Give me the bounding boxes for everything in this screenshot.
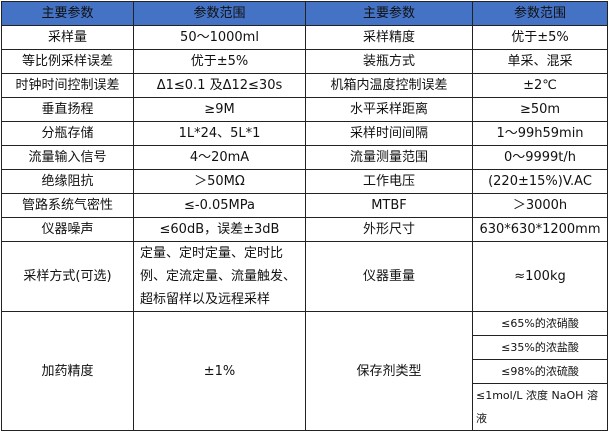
header-cell: 主要参数 [305, 1, 473, 26]
table-cell: 单采、混采 [472, 49, 608, 74]
table-cell: 装瓶方式 [305, 49, 473, 74]
table-cell: 1～99h59min [472, 121, 608, 146]
table-row: 绝缘阻抗 ＞50MΩ 工作电压 (220±15%)V.AC [1, 169, 608, 194]
table-row: 采样量 50～1000ml 采样精度 优于±5% [1, 25, 608, 50]
table-cell: ＞3000h [472, 193, 608, 218]
table-cell: ≥9M [133, 97, 306, 122]
table-cell: 仪器重量 [305, 241, 473, 312]
table-cell: 采样量 [1, 25, 134, 50]
table-cell: 定量、定时定量、定时比例、定流定量、流量触发、超标留样以及远程采样 [133, 241, 306, 312]
preservative-item: ≤35%的浓盐酸 [472, 335, 608, 360]
table-cell: 优于±5% [472, 25, 608, 50]
header-row: 主要参数 参数范围 主要参数 参数范围 [1, 1, 608, 26]
table-cell: 采样时间间隔 [305, 121, 473, 146]
table-cell: ±2℃ [472, 73, 608, 98]
table-cell: 流量测量范围 [305, 145, 473, 170]
table-row: 分瓶存储 1L*24、5L*1 采样时间间隔 1～99h59min [1, 121, 608, 146]
header-cell: 参数范围 [472, 1, 608, 26]
table-cell: 流量输入信号 [1, 145, 134, 170]
table-row: 加药精度 ±1% 保存剂类型 ≤65%的浓硝酸 [1, 311, 608, 431]
table-cell: ≤-0.05MPa [133, 193, 306, 218]
table-cell: 630*630*1200mm [472, 217, 608, 242]
table-cell: 分瓶存储 [1, 121, 134, 146]
table-cell: ≈100kg [472, 241, 608, 312]
table-cell: ≤60dB，误差±3dB [133, 217, 306, 242]
table-cell: 时钟时间控制误差 [1, 73, 134, 98]
table-row: 垂直扬程 ≥9M 水平采样距离 ≥50m [1, 97, 608, 122]
table-cell: ＞50MΩ [133, 169, 306, 194]
table-cell: 采样方式(可选) [1, 241, 134, 312]
table-row: 时钟时间控制误差 Δ1≤0.1 及Δ12≤30s 机箱内温度控制误差 ±2℃ [1, 73, 608, 98]
table-row: 仪器噪声 ≤60dB，误差±3dB 外形尺寸 630*630*1200mm [1, 217, 608, 242]
table-row: 采样方式(可选) 定量、定时定量、定时比例、定流定量、流量触发、超标留样以及远程采… [1, 241, 608, 312]
table-cell: ≥50m [472, 97, 608, 122]
table-cell: MTBF [305, 193, 473, 218]
table-cell: 1L*24、5L*1 [133, 121, 306, 146]
table-cell: (220±15%)V.AC [472, 169, 608, 194]
preservative-item: ≤65%的浓硝酸 [472, 311, 608, 336]
table-cell: ±1% [133, 311, 306, 431]
table-cell: 水平采样距离 [305, 97, 473, 122]
table-row: 管路系统气密性 ≤-0.05MPa MTBF ＞3000h [1, 193, 608, 218]
table-cell: 机箱内温度控制误差 [305, 73, 473, 98]
table-cell: 4～20mA [133, 145, 306, 170]
table-row: 流量输入信号 4～20mA 流量测量范围 0～9999t/h [1, 145, 608, 170]
table-cell: 50～1000ml [133, 25, 306, 50]
table-cell: 采样精度 [305, 25, 473, 50]
table-cell: 管路系统气密性 [1, 193, 134, 218]
preservative-item: ≤98%的浓硫酸 [472, 359, 608, 384]
table-cell: 保存剂类型 [305, 311, 473, 431]
header-cell: 主要参数 [1, 1, 134, 26]
header-cell: 参数范围 [133, 1, 306, 26]
table-cell: Δ1≤0.1 及Δ12≤30s [133, 73, 306, 98]
table-cell: 加药精度 [1, 311, 134, 431]
table-cell: 外形尺寸 [305, 217, 473, 242]
table-cell: 工作电压 [305, 169, 473, 194]
table-row: ≤35%的浓盐酸 [2, 335, 608, 360]
table-row: ≤98%的浓硫酸 [2, 359, 608, 384]
table-cell: 仪器噪声 [1, 217, 134, 242]
table-cell: 绝缘阻抗 [1, 169, 134, 194]
preservative-item: ≤1mol/L 浓度 NaOH 溶液 [472, 383, 608, 431]
table-cell: 等比例采样误差 [1, 49, 134, 74]
table-cell: 优于±5% [133, 49, 306, 74]
table-cell: 垂直扬程 [1, 97, 134, 122]
table-cell: 0～9999t/h [472, 145, 608, 170]
table-row: 等比例采样误差 优于±5% 装瓶方式 单采、混采 [1, 49, 608, 74]
